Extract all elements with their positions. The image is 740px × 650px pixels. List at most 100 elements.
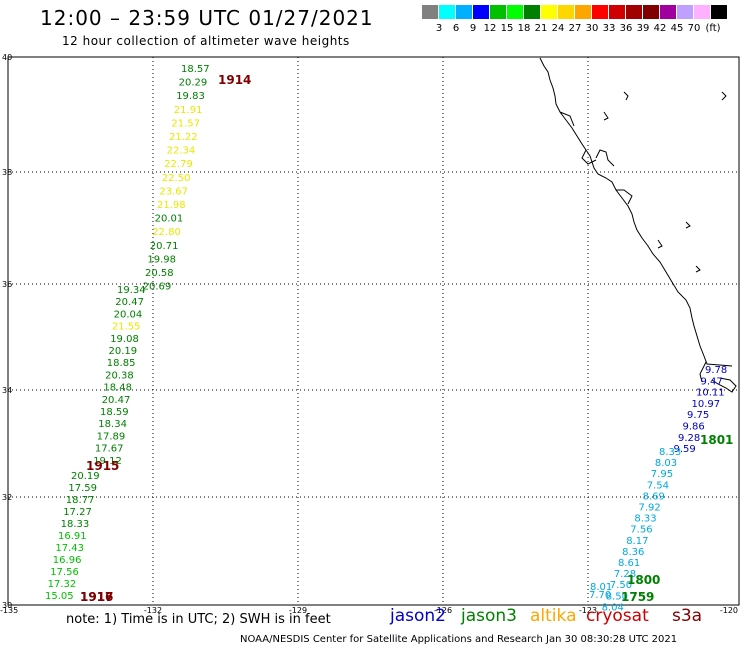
lat-tick-label: 34 <box>2 386 12 395</box>
legend-label: 36 <box>619 23 633 34</box>
satellite-name: jason2 <box>390 606 446 626</box>
legend-label: 9 <box>469 23 477 34</box>
wave-height-value: 21.57 <box>171 118 200 129</box>
lat-tick-label: 32 <box>2 493 12 502</box>
legend-swatch <box>422 5 438 19</box>
wave-height-value: 7.56 <box>630 525 652 536</box>
altimeter-tracks: 18.57 20.29 19.83 21.91 21.57 21.22 22.34 22.79… <box>45 64 733 613</box>
wave-height-value: 16.96 <box>53 555 82 566</box>
wave-height-value: 10.11 <box>696 388 725 399</box>
legend-label: 18 <box>517 23 531 34</box>
wave-height-value: 18.33 <box>61 519 90 530</box>
wave-height-value: 9.86 <box>683 422 705 433</box>
legend-label: 3 <box>435 23 443 34</box>
wave-height-value: 16.91 <box>58 531 87 542</box>
wave-height-value: 23.67 <box>159 186 188 197</box>
wave-height-value: 20.01 <box>155 214 184 225</box>
wave-height-value: 19.12 <box>93 456 122 467</box>
wave-height-value: 9.75 <box>687 410 709 421</box>
pass-time-label: 1801 <box>700 433 733 447</box>
legend-swatch <box>439 5 455 19</box>
wave-height-value: 7.95 <box>651 469 673 480</box>
lon-tick-label: -135 <box>0 606 18 615</box>
wave-height-value: 9.59 <box>674 444 696 455</box>
legend-label: 33 <box>602 23 616 34</box>
wave-height-value: 8.69 <box>643 491 665 502</box>
wave-height-value: 20.19 <box>71 471 100 482</box>
wave-height-value: 20.04 <box>114 309 143 320</box>
wave-height-value: 17.59 <box>68 483 97 494</box>
wave-height-value: 21.98 <box>157 200 186 211</box>
wave-height-value: 10.97 <box>692 399 721 410</box>
lon-tick-label: -123 <box>579 606 597 615</box>
wave-height-value: 9.78 <box>705 365 727 376</box>
wave-height-value: 17.27 <box>63 507 92 518</box>
legend-label: 45 <box>670 23 684 34</box>
legend-swatch <box>694 5 710 19</box>
pass-time-label: 1917 <box>80 590 113 604</box>
pass-time-label: 1914 <box>218 73 251 87</box>
wave-height-value: 8.01 <box>590 582 612 593</box>
wave-height-value: 22.80 <box>152 227 181 238</box>
legend-swatch <box>524 5 540 19</box>
wave-height-value: 18.48 <box>103 383 132 394</box>
legend-label: 30 <box>585 23 599 34</box>
wave-height-value: 22.34 <box>167 146 196 157</box>
pass-time-label: 1800 <box>627 573 660 587</box>
wave-height-value: 7.92 <box>639 503 661 514</box>
wave-height-value: 18.57 <box>181 64 210 75</box>
satellite-name: altika <box>530 606 577 626</box>
wave-height-value: 8.50 <box>606 591 628 602</box>
satellite-name: s3a <box>672 606 703 626</box>
legend-swatch <box>592 5 608 19</box>
legend-swatch <box>456 5 472 19</box>
wave-height-value: 17.67 <box>95 444 124 455</box>
wave-height-value: 22.79 <box>164 159 193 170</box>
wave-height-value: 21.55 <box>112 322 141 333</box>
wave-height-value: 18.85 <box>107 358 136 369</box>
wave-height-value: 15.05 <box>45 591 74 602</box>
wave-height-value: 8.17 <box>626 536 648 547</box>
legend-swatch <box>473 5 489 19</box>
lon-tick-label: -129 <box>289 606 307 615</box>
legend-unit: (ft) <box>705 23 721 34</box>
pass-time-label: 1759 <box>621 590 654 604</box>
wave-height-value: 19.98 <box>147 254 176 265</box>
wave-height-value: 19.83 <box>176 91 205 102</box>
satellite-name: jason3 <box>461 606 517 626</box>
map-frame <box>7 56 740 606</box>
wave-height-value: 7.70 <box>589 590 611 601</box>
wave-height-value: 8.36 <box>622 547 644 558</box>
legend-label: 70 <box>687 23 701 34</box>
legend-label: 21 <box>534 23 548 34</box>
wave-height-value: 19.34 <box>117 285 146 296</box>
wave-height-value: 8.04 <box>602 602 624 613</box>
wave-height-value: 18.34 <box>98 419 127 430</box>
legend-label: 39 <box>636 23 650 34</box>
wave-height-value: 20.71 <box>150 241 179 252</box>
legend-swatch <box>558 5 574 19</box>
wave-height-value: 20.19 <box>109 346 138 357</box>
wave-height-value: 22.50 <box>162 173 191 184</box>
legend-label: 24 <box>551 23 565 34</box>
axis-labels: -135 -132 -129 -126 -123 -120 40 38 36 34 32 30 <box>0 53 738 615</box>
legend-label: 15 <box>500 23 514 34</box>
wave-height-value: 8.33 <box>634 514 656 525</box>
wave-height-value: 7.50 <box>610 580 632 591</box>
wave-height-value: 17.32 <box>48 579 77 590</box>
credit-line: NOAA/NESDIS Center for Satellite Applica… <box>240 634 678 645</box>
legend-swatch <box>490 5 506 19</box>
wave-height-value: 9.47 <box>701 376 723 387</box>
coastline <box>539 57 737 393</box>
legend-swatch <box>626 5 642 19</box>
lat-tick-label: 36 <box>2 280 12 289</box>
wave-height-value: 8.61 <box>618 558 640 569</box>
legend-label: 6 <box>452 23 460 34</box>
wave-height-value: 8.33 <box>659 447 681 458</box>
legend-swatch <box>609 5 625 19</box>
wave-height-value: 20.38 <box>105 370 134 381</box>
legend-swatch <box>575 5 591 19</box>
lat-lon-grid <box>8 57 738 605</box>
wave-height-value: 21.91 <box>174 105 203 116</box>
